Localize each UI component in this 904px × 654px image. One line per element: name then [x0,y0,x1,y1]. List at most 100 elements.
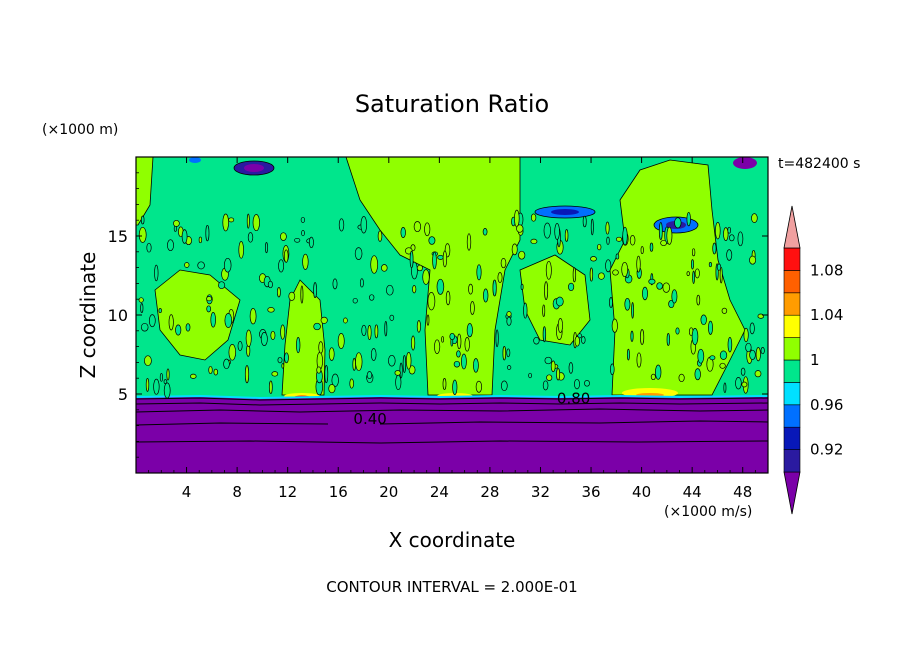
speckle-contour [649,242,654,252]
speckle-contour [332,278,338,290]
speckle-contour [574,336,580,347]
speckle-contour [422,269,430,285]
speckle-contour [432,251,437,270]
speckle-contour [367,325,372,340]
speckle-contour [228,217,235,223]
speckle-contour [354,247,363,260]
speckle-contour [691,328,699,346]
speckle-contour [223,257,232,273]
speckle-contour [723,382,727,394]
speckle-contour [237,341,243,351]
speckle-contour [514,209,520,228]
speckle-contour [140,322,149,332]
x-unit-label: (×1000 m/s) [664,504,752,520]
speckle-contour [615,253,620,260]
speckle-contour [280,324,286,340]
speckle-contour [542,326,547,343]
speckle-contour [686,271,690,276]
speckle-contour [658,222,663,241]
speckle-contour [411,261,418,280]
speckle-contour [148,314,156,328]
speckle-contour [523,302,528,319]
speckle-contour [749,255,757,265]
speckle-contour [691,259,694,270]
dry-layer-edge [135,394,769,400]
speckle-contour [500,258,507,269]
colorbar-upper-arrow [783,205,801,249]
speckle-contour [283,249,289,263]
speckle-contour [743,327,749,343]
speckle-contour [556,367,561,381]
y-unit-label: (×1000 m) [42,122,118,138]
speckle-contour [246,213,250,229]
dry-pocket-7 [733,157,757,169]
speckle-contour [442,378,447,390]
speckle-contour [252,214,260,232]
speckle-contour [719,266,723,284]
speckle-contour [506,348,511,358]
speckle-contour [213,368,219,376]
speckle-contour [650,373,656,381]
speckle-contours [138,209,765,399]
speckle-contour [697,348,705,364]
speckle-contour [145,377,150,392]
speckle-contour [631,302,634,319]
speckle-contour [533,336,540,345]
speckle-contour [542,304,546,317]
speckle-contour [426,314,430,326]
contour-label: 0.80 [557,389,590,407]
speckle-contour [636,352,642,368]
contour-line-2 [135,402,769,406]
speckle-contour [300,285,304,304]
speckle-contour [729,234,735,242]
speckle-contour [369,294,375,301]
speckle-contour [184,262,190,268]
speckle-contour [140,215,145,225]
colorbar: 1.08 1.04 1 0.96 0.92 [783,205,843,515]
y-axis-label: Z coordinate [76,252,100,379]
speckle-contour [377,230,383,242]
speckle-contour [466,323,473,338]
speckle-contour [518,250,526,260]
cloud-column-5 [154,269,241,361]
speckle-contour [624,297,631,311]
speckle-contour [381,264,388,272]
y-tick-label: 15 [108,227,128,246]
speckle-contour [355,352,363,372]
speckle-contour [482,228,488,236]
speckle-contour [267,307,275,313]
x-tick-label: 44 [683,483,702,501]
speckle-contour [412,285,417,294]
contour-line-3 [135,408,769,413]
speckle-contour [597,243,602,251]
speckle-contour [456,350,461,358]
y-axis-ticks: 5 10 15 [108,172,768,458]
speckle-contour [313,322,321,331]
speckle-contour [612,269,619,276]
chart-title: Saturation Ratio [355,90,549,118]
speckle-contour [615,236,623,242]
speckle-contour [386,284,394,296]
speckle-contour [640,329,645,345]
speckle-contour [389,314,395,321]
speckle-contour [735,377,742,390]
colorbar-tick-label: 0.92 [810,441,843,459]
dry-pocket-2 [244,164,264,172]
cloud-column-2 [281,279,326,396]
speckle-contour [740,367,746,376]
speckle-contour [671,289,678,304]
speckle-contour [359,278,364,288]
speckle-contour [338,218,345,232]
speckle-contour [544,356,553,365]
colorbar-band [783,292,801,316]
speckle-contour [461,353,467,370]
speckle-contour [648,278,656,285]
speckle-contour [313,282,317,299]
speckle-contour [666,226,673,245]
speckle-contour [224,313,233,328]
speckle-contour [530,213,537,222]
speckle-contour [427,292,436,311]
speckle-contour [374,324,379,339]
speckle-contour [288,291,296,301]
speckle-contour [712,242,717,255]
